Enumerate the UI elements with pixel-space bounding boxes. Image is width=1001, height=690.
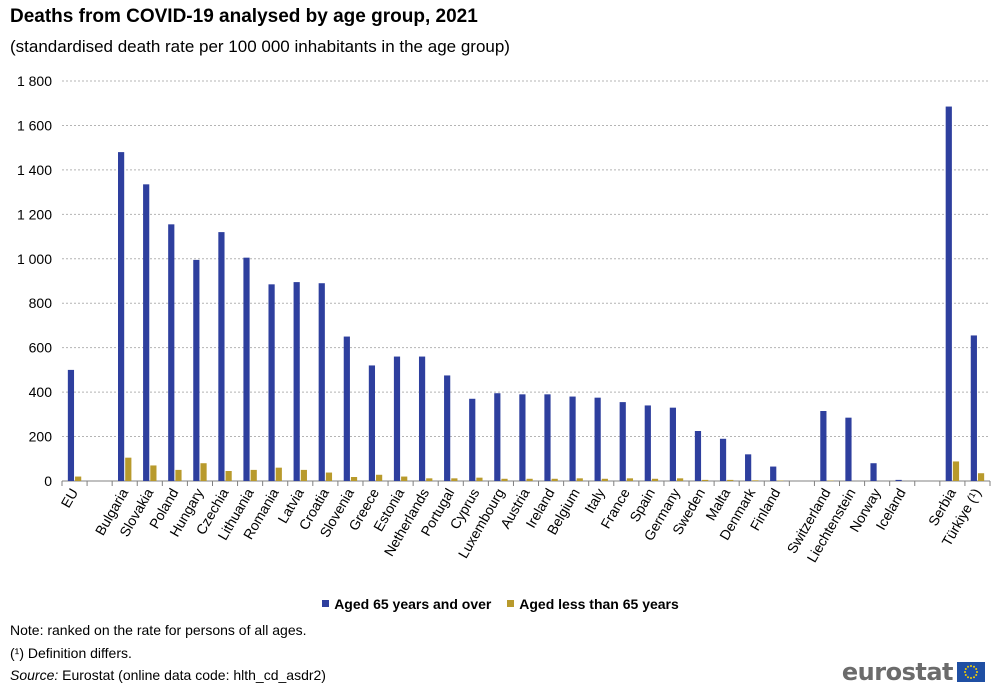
bar-under-65 xyxy=(727,479,734,481)
bar-under-65 xyxy=(651,478,659,481)
bar-under-65 xyxy=(601,478,608,481)
bar-under-65 xyxy=(275,467,282,481)
bar-65-plus xyxy=(67,369,75,481)
bar-65-plus xyxy=(719,438,727,481)
bar-65-plus xyxy=(970,335,977,481)
note-source: Source: Eurostat (online data code: hlth… xyxy=(10,667,326,683)
eu-flag-icon xyxy=(957,662,985,682)
y-tick-label: 1 400 xyxy=(17,162,52,178)
y-tick-label: 1 800 xyxy=(17,73,52,89)
bar-under-65 xyxy=(175,469,182,481)
bar-under-65 xyxy=(702,479,709,481)
bar-65-plus xyxy=(694,431,702,481)
bar-65-plus xyxy=(669,407,676,481)
bar-under-65 xyxy=(125,457,132,481)
y-tick-label: 800 xyxy=(29,295,53,311)
bar-65-plus xyxy=(418,356,426,481)
bar-under-65 xyxy=(200,463,207,481)
eurostat-logo: eurostat xyxy=(842,658,985,686)
bar-under-65 xyxy=(325,472,333,481)
bar-65-plus xyxy=(168,224,175,482)
y-tick-label: 400 xyxy=(29,384,53,400)
bar-65-plus xyxy=(945,106,952,482)
bar-under-65 xyxy=(626,478,634,481)
bar-65-plus xyxy=(820,411,827,481)
bar-under-65 xyxy=(501,478,508,481)
y-tick-label: 1 000 xyxy=(17,251,52,267)
bar-under-65 xyxy=(300,469,307,481)
y-tick-label: 200 xyxy=(29,429,53,445)
bar-under-65 xyxy=(150,465,157,481)
bar-under-65 xyxy=(225,471,232,481)
bar-under-65 xyxy=(676,478,684,481)
bar-65-plus xyxy=(569,396,576,481)
bar-65-plus xyxy=(343,336,350,481)
bar-under-65 xyxy=(451,478,458,481)
bar-65-plus xyxy=(870,463,877,481)
legend-label-under-65: Aged less than 65 years xyxy=(519,595,679,612)
bar-65-plus xyxy=(644,405,651,481)
bar-under-65 xyxy=(250,469,257,481)
bar-65-plus xyxy=(193,259,200,481)
bar-under-65 xyxy=(376,474,383,481)
bar-under-65 xyxy=(551,478,558,481)
y-tick-label: 1 600 xyxy=(17,117,52,133)
bar-65-plus xyxy=(745,454,752,481)
bar-65-plus xyxy=(268,284,275,481)
bar-65-plus xyxy=(594,397,601,481)
bar-chart: 0 200 400 600 800 1 000 1 200 1 400 1 600 1 800 EU… xyxy=(17,73,991,565)
source-text: Eurostat (online data code: hlth_cd_asdr… xyxy=(58,667,326,683)
bar-65-plus xyxy=(494,393,501,481)
bar-under-65 xyxy=(952,461,960,481)
legend-swatch-under-65 xyxy=(507,600,515,607)
bar-65-plus xyxy=(519,394,526,481)
bar-under-65 xyxy=(752,480,759,481)
y-tick-label: 600 xyxy=(29,340,53,356)
bar-65-plus xyxy=(770,466,777,481)
bar-65-plus xyxy=(368,365,376,481)
legend-item-under-65: Aged less than 65 years xyxy=(507,596,679,612)
chart-title: Deaths from COVID-19 analysed by age gro… xyxy=(10,6,478,27)
y-tick-label: 0 xyxy=(44,473,52,489)
bar-65-plus xyxy=(318,283,325,481)
bar-65-plus xyxy=(393,356,401,481)
chart-legend: Aged 65 years and over Aged less than 65… xyxy=(0,594,1001,612)
bar-65-plus xyxy=(619,402,626,481)
note-definition: (¹) Definition differs. xyxy=(10,645,132,661)
logo-text: eurostat xyxy=(841,658,954,686)
bar-under-65 xyxy=(350,477,358,481)
source-label: Source: xyxy=(10,667,59,683)
note-ranking: Note: ranked on the rate for persons of … xyxy=(10,622,307,638)
bar-65-plus xyxy=(845,417,852,481)
bar-under-65 xyxy=(75,476,82,481)
y-tick-label: 1 200 xyxy=(17,206,52,222)
bar-65-plus xyxy=(293,282,300,481)
x-tick-label: EU xyxy=(58,486,82,511)
bar-65-plus xyxy=(469,398,476,481)
legend-label-65-plus: Aged 65 years and over xyxy=(334,595,492,612)
bar-under-65 xyxy=(401,476,408,481)
bar-65-plus xyxy=(118,152,125,481)
bar-under-65 xyxy=(476,477,483,481)
bar-65-plus xyxy=(218,232,225,481)
legend-swatch-65-plus xyxy=(322,600,330,607)
bar-under-65 xyxy=(977,473,985,481)
bar-65-plus xyxy=(444,375,451,481)
bar-under-65 xyxy=(426,478,433,481)
bar-65-plus xyxy=(243,257,250,481)
bar-under-65 xyxy=(576,478,583,481)
legend-item-65-plus: Aged 65 years and over xyxy=(322,596,491,612)
bar-65-plus xyxy=(143,184,150,482)
chart-subtitle: (standardised death rate per 100 000 inh… xyxy=(10,37,510,56)
bar-under-65 xyxy=(526,478,533,481)
bar-65-plus xyxy=(544,394,551,481)
bar-65-plus xyxy=(895,479,902,481)
